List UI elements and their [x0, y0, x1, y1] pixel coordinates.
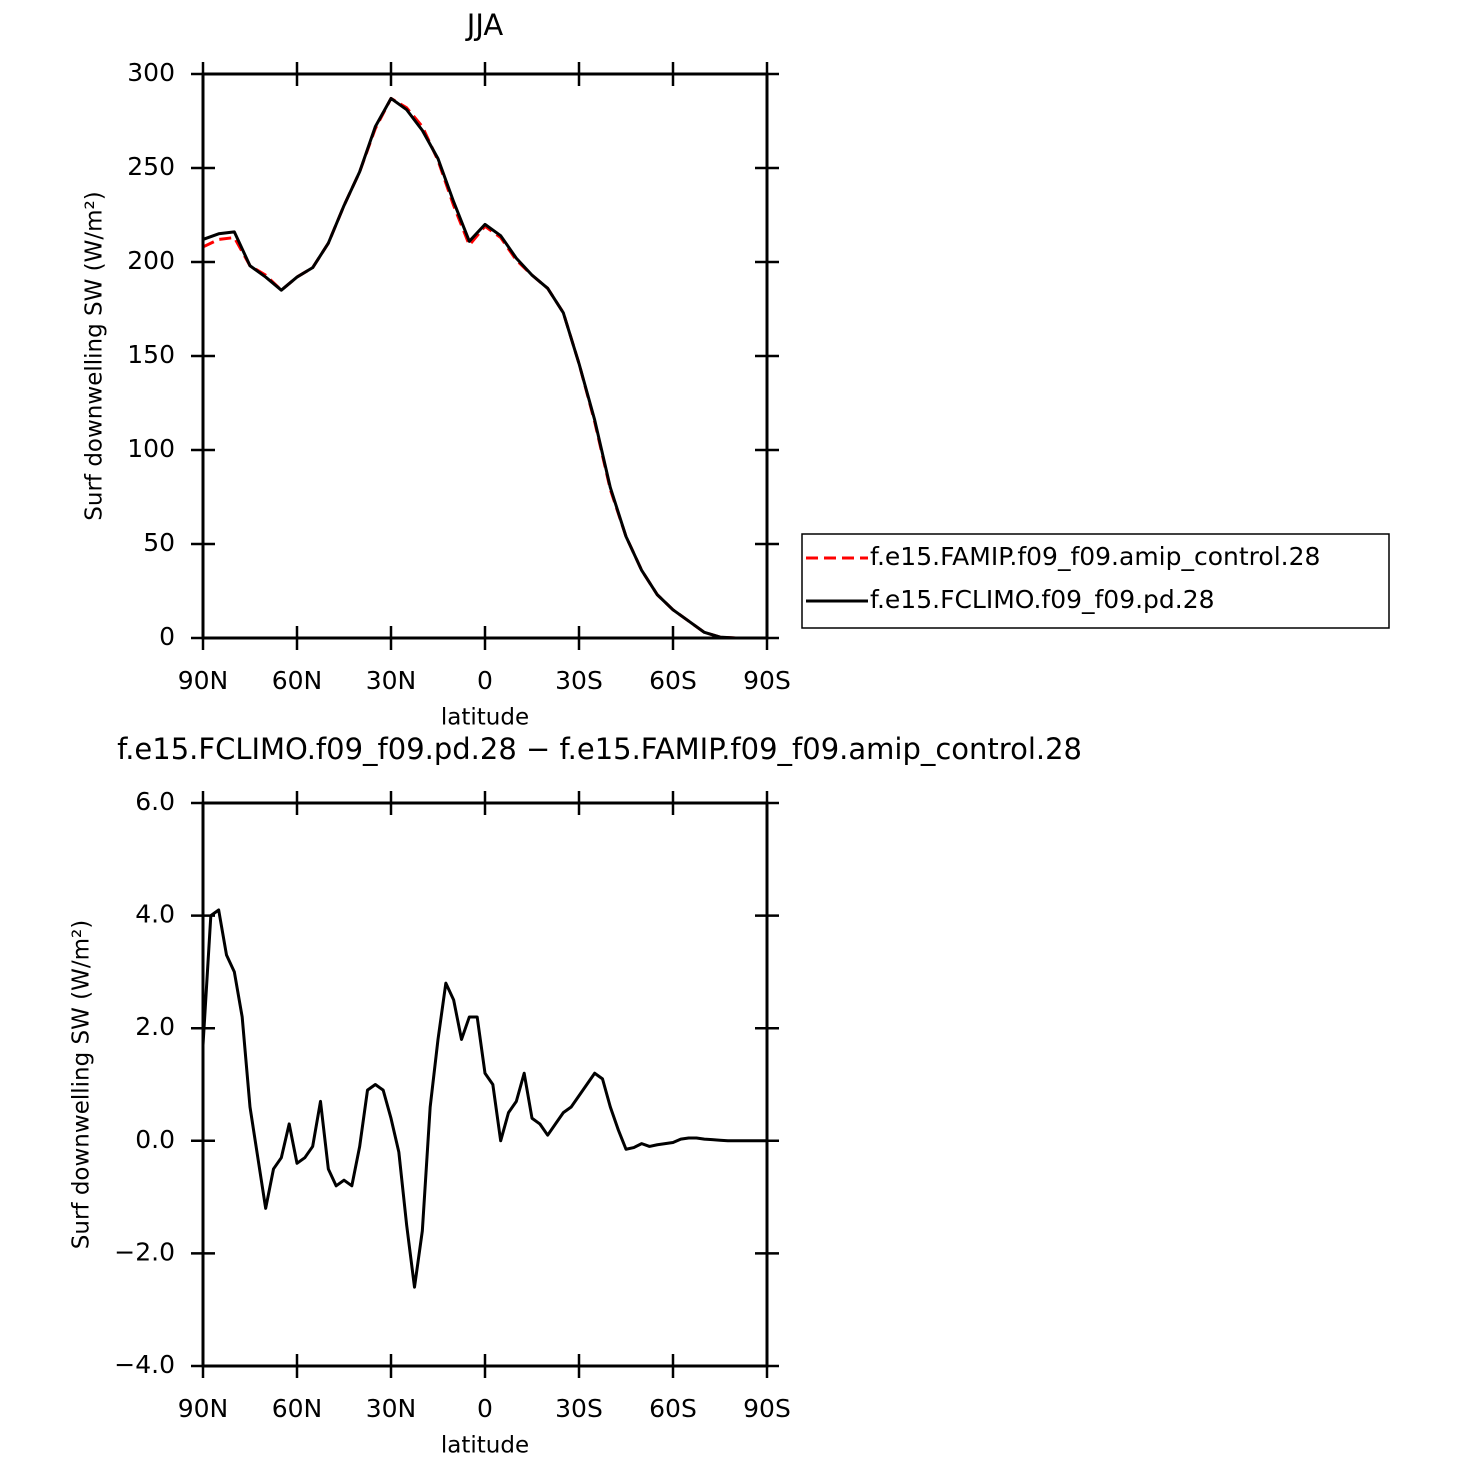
legend-label: f.e15.FAMIP.f09_f09.amip_control.28	[870, 542, 1320, 571]
x-tick-label: 60N	[272, 1394, 323, 1423]
x-tick-label: 60S	[649, 1394, 697, 1423]
plot-area	[201, 908, 767, 1289]
y-tick-label: 4.0	[135, 900, 175, 929]
x-tick-label: 90N	[178, 666, 229, 695]
x-axis-label: latitude	[441, 705, 529, 731]
y-tick-label: 0.0	[135, 1125, 175, 1154]
plot-area	[202, 96, 767, 640]
data-line	[201, 908, 767, 1289]
chart-title: f.e15.FCLIMO.f09_f09.pd.28 − f.e15.FAMIP…	[117, 732, 1082, 766]
data-line	[202, 96, 767, 640]
x-tick-label: 30S	[555, 1394, 603, 1423]
x-tick-label: 60N	[272, 666, 323, 695]
x-tick-label: 90S	[743, 666, 791, 695]
legend-label: f.e15.FCLIMO.f09_f09.pd.28	[870, 585, 1215, 614]
y-tick-label: 200	[127, 246, 175, 275]
x-tick-label: 0	[477, 1394, 493, 1423]
y-tick-label: 150	[127, 340, 175, 369]
x-tick-label: 30N	[366, 1394, 417, 1423]
plot-frame	[201, 72, 769, 640]
y-tick-label: 300	[127, 58, 175, 87]
y-axis-label: Surf downwelling SW (W/m²)	[69, 920, 95, 1249]
x-tick-label: 90S	[743, 1394, 791, 1423]
x-tick-label: 90N	[178, 1394, 229, 1423]
x-axis-label: latitude	[441, 1433, 529, 1459]
y-tick-label: 6.0	[135, 787, 175, 816]
y-axis-label: Surf downwelling SW (W/m²)	[82, 191, 108, 520]
x-tick-label: 60S	[649, 666, 697, 695]
y-tick-label: 100	[127, 434, 175, 463]
y-tick-label: −4.0	[114, 1350, 175, 1379]
y-tick-label: 250	[127, 152, 175, 181]
x-tick-label: 30S	[555, 666, 603, 695]
legend-box	[801, 533, 1390, 629]
y-tick-label: −2.0	[114, 1237, 175, 1266]
plot-frame	[201, 801, 769, 1368]
y-tick-label: 50	[143, 528, 175, 557]
y-tick-label: 0	[159, 622, 175, 651]
chart-title: JJA	[465, 8, 504, 42]
data-line	[202, 96, 767, 640]
x-tick-label: 30N	[366, 666, 417, 695]
y-tick-label: 2.0	[135, 1012, 175, 1041]
x-tick-label: 0	[477, 666, 493, 695]
